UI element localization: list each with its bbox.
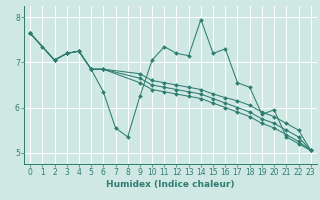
X-axis label: Humidex (Indice chaleur): Humidex (Indice chaleur) <box>106 180 235 189</box>
